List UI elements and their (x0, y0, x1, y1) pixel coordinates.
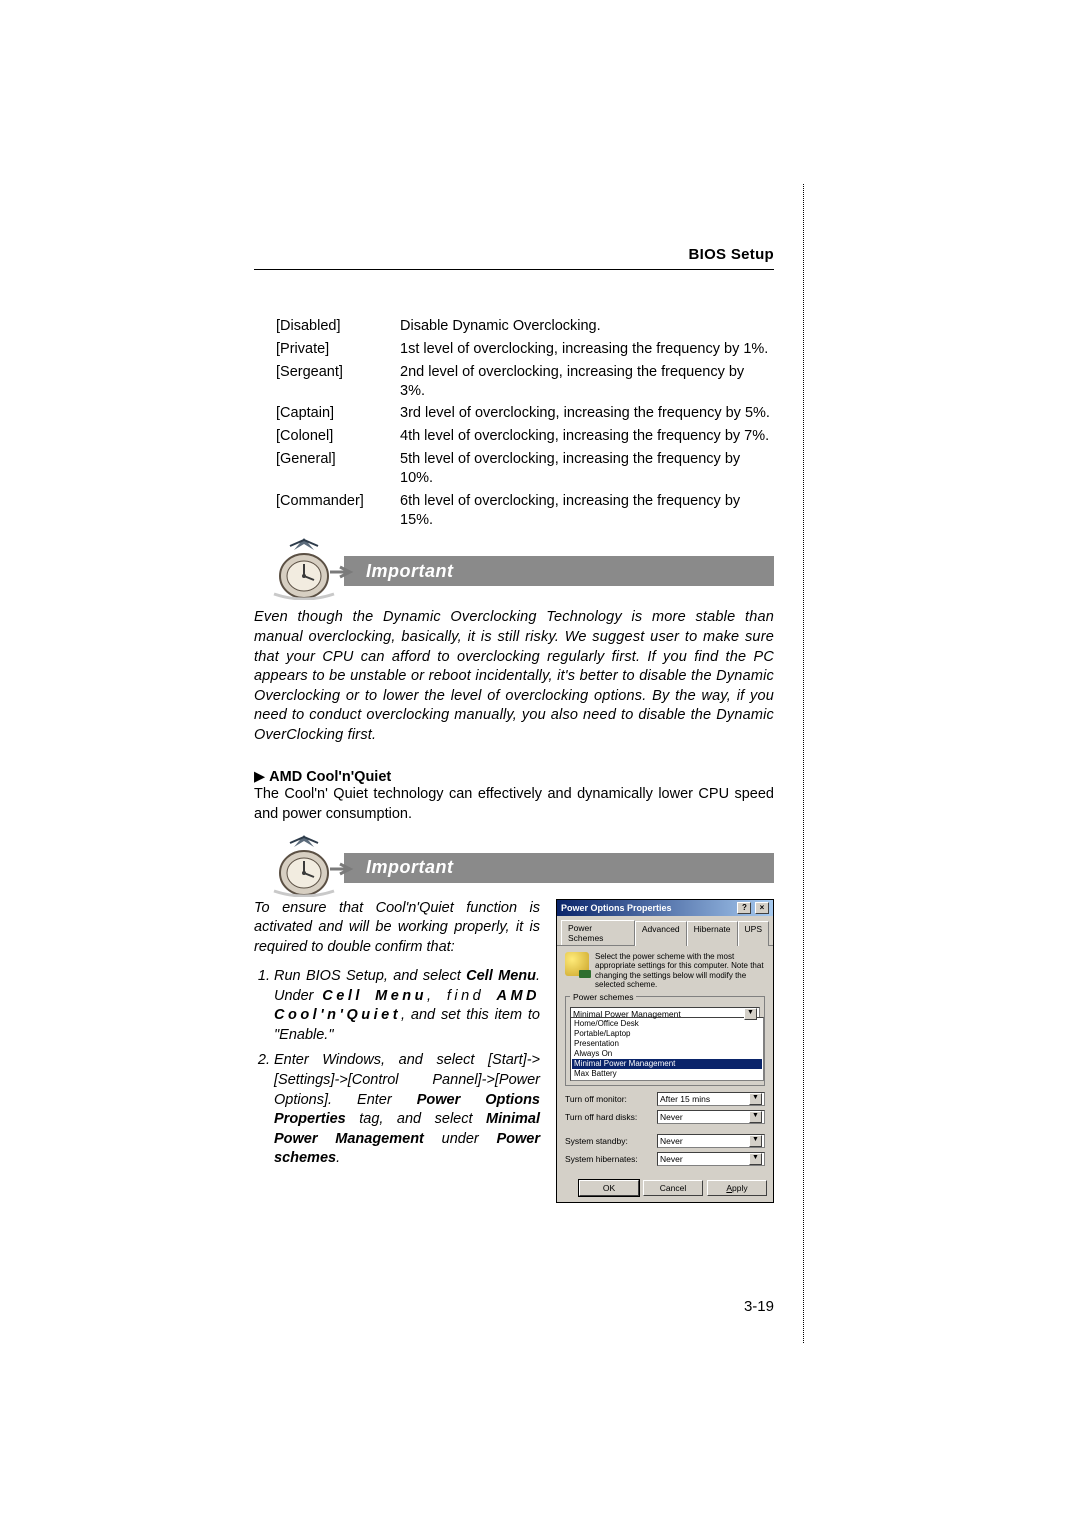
amd-description: The Cool'n' Quiet technology can effecti… (254, 785, 774, 824)
option-desc: Disable Dynamic Overclocking. (399, 316, 772, 337)
chevron-down-icon: ▼ (744, 1008, 757, 1020)
list-item[interactable]: Home/Office Desk (572, 1019, 762, 1029)
page-number: 3-19 (744, 1298, 774, 1315)
important-icon (254, 536, 354, 600)
table-row: [Captain]3rd level of overclocking, incr… (256, 403, 772, 424)
important-icon (254, 833, 354, 897)
important-note-1: Important Even though the Dynamic Overcl… (254, 556, 774, 745)
hibernate-select[interactable]: Never▼ (657, 1152, 765, 1166)
table-row: [Disabled]Disable Dynamic Overclocking. (256, 316, 772, 337)
option-name: [Disabled] (256, 316, 397, 337)
hdd-select[interactable]: Never▼ (657, 1110, 765, 1124)
list-item[interactable]: Portable/Laptop (572, 1029, 762, 1039)
list-item: Run BIOS Setup, and select Cell Menu. Un… (274, 967, 540, 1045)
hdd-label: Turn off hard disks: (565, 1112, 651, 1122)
option-desc: 3rd level of overclocking, increasing th… (399, 403, 772, 424)
chevron-down-icon: ▼ (749, 1135, 762, 1147)
power-icon (565, 952, 589, 976)
power-options-dialog: Power Options Properties ? × Power Schem… (556, 899, 774, 1203)
important-header: Important (344, 853, 774, 883)
table-row: [Commander]6th level of overclocking, in… (256, 491, 772, 531)
standby-select[interactable]: Never▼ (657, 1134, 765, 1148)
dialog-info-text: Select the power scheme with the most ap… (595, 952, 765, 990)
list-item: Enter Windows, and select [Start]->[Sett… (274, 1051, 540, 1168)
important-body-2: To ensure that Cool'n'Quiet function is … (254, 899, 540, 1203)
dialog-titlebar: Power Options Properties ? × (557, 900, 773, 916)
triangle-icon: ▶ (254, 769, 265, 785)
important-header: Important (344, 556, 774, 586)
important-note-2: Important To ensure that Cool'n'Quiet fu… (254, 853, 774, 1203)
chevron-down-icon: ▼ (749, 1111, 762, 1123)
cancel-button[interactable]: Cancel (643, 1180, 703, 1196)
list-item[interactable]: Presentation (572, 1039, 762, 1049)
tab-hibernate[interactable]: Hibernate (687, 921, 738, 946)
dialog-title: Power Options Properties (561, 903, 672, 913)
dialog-tabs: Power Schemes Advanced Hibernate UPS (557, 916, 773, 946)
table-row: [Colonel]4th level of overclocking, incr… (256, 426, 772, 447)
ok-button[interactable]: OK (579, 1180, 639, 1196)
monitor-label: Turn off monitor: (565, 1094, 651, 1104)
schemes-legend: Power schemes (570, 992, 636, 1002)
power-schemes-fieldset: Power schemes Minimal Power Management ▼… (565, 996, 765, 1086)
tab-advanced[interactable]: Advanced (635, 921, 687, 946)
option-desc: 6th level of overclocking, increasing th… (399, 491, 772, 531)
option-name: [Private] (256, 339, 397, 360)
table-row: [Private]1st level of overclocking, incr… (256, 339, 772, 360)
chevron-down-icon: ▼ (749, 1153, 762, 1165)
amd-heading-text: AMD Cool'n'Quiet (269, 769, 391, 785)
list-item[interactable]: Max Battery (572, 1069, 762, 1079)
scheme-selected-value: Minimal Power Management (573, 1009, 681, 1019)
page-header: BIOS Setup (254, 246, 774, 270)
important-body-1: Even though the Dynamic Overclocking Tec… (254, 608, 774, 745)
table-row: [General]5th level of overclocking, incr… (256, 449, 772, 489)
option-name: [Colonel] (256, 426, 397, 447)
option-desc: 2nd level of overclocking, increasing th… (399, 362, 772, 402)
list-item[interactable]: Always On (572, 1049, 762, 1059)
option-name: [Commander] (256, 491, 397, 531)
apply-button[interactable]: Apply (707, 1180, 767, 1196)
option-name: [General] (256, 449, 397, 489)
note2-intro: To ensure that Cool'n'Quiet function is … (254, 899, 540, 958)
standby-label: System standby: (565, 1136, 651, 1146)
amd-heading: ▶AMD Cool'n'Quiet (254, 769, 774, 785)
vertical-dotted-rule (803, 184, 804, 1343)
option-desc: 4th level of overclocking, increasing th… (399, 426, 772, 447)
tab-power-schemes[interactable]: Power Schemes (561, 920, 635, 945)
close-button[interactable]: × (755, 902, 769, 914)
option-desc: 5th level of overclocking, increasing th… (399, 449, 772, 489)
hibernate-label: System hibernates: (565, 1154, 651, 1164)
list-item[interactable]: Minimal Power Management (572, 1059, 762, 1069)
table-row: [Sergeant]2nd level of overclocking, inc… (256, 362, 772, 402)
chevron-down-icon: ▼ (749, 1093, 762, 1105)
help-button[interactable]: ? (737, 902, 751, 914)
dialog-footer: OK Cancel Apply (557, 1176, 773, 1202)
option-name: [Captain] (256, 403, 397, 424)
monitor-select[interactable]: After 15 mins▼ (657, 1092, 765, 1106)
tab-ups[interactable]: UPS (738, 921, 769, 946)
overclocking-options-table: [Disabled]Disable Dynamic Overclocking. … (254, 314, 774, 532)
scheme-listbox[interactable]: Home/Office Desk Portable/Laptop Present… (570, 1017, 764, 1081)
option-desc: 1st level of overclocking, increasing th… (399, 339, 772, 360)
option-name: [Sergeant] (256, 362, 397, 402)
